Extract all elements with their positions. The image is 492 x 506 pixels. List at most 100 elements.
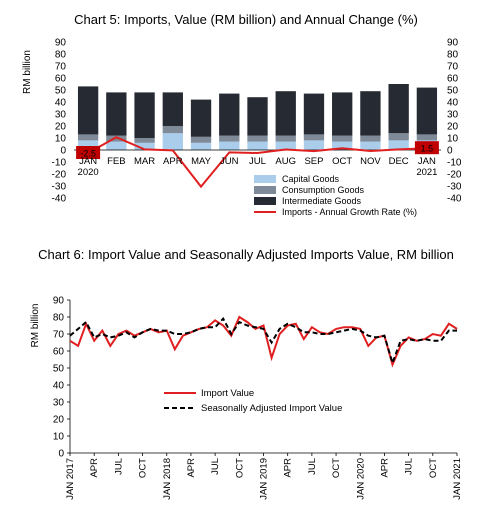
- y-tick-label-right: 40: [447, 98, 459, 109]
- y-tick-label-right: 80: [447, 50, 459, 61]
- y-tick-label-left: -10: [52, 158, 67, 169]
- legend-swatch: [254, 175, 276, 183]
- y-tick-label-right: 50: [447, 86, 459, 97]
- y-tick-label-right: 10: [447, 134, 459, 145]
- y-tick-label: 60: [53, 347, 65, 358]
- y-tick-label-left: 90: [55, 38, 67, 49]
- x-tick-label: JUL: [210, 458, 221, 475]
- y-tick-label-right: 0: [447, 146, 453, 157]
- y-tick-label-left: -40: [52, 194, 67, 205]
- x-tick-label: OCT: [138, 458, 149, 478]
- x-tick-label: DEC: [389, 156, 409, 167]
- x-tick-label: JAN 2020: [355, 458, 366, 500]
- bar-intermediate-goods: [360, 91, 381, 136]
- data-label: -2.5: [80, 149, 96, 159]
- y-tick-label: 10: [53, 432, 65, 443]
- legend-label: Capital Goods: [282, 174, 340, 184]
- bar-consumption-goods: [106, 135, 127, 142]
- x-tick-label: JAN 2018: [162, 458, 173, 500]
- bar-consumption-goods: [247, 135, 268, 142]
- x-tick-label: OCT: [234, 458, 245, 478]
- y-tick-label-left: 40: [55, 98, 67, 109]
- bar-capital-goods: [162, 133, 183, 150]
- y-axis-label: RM billion: [30, 304, 41, 348]
- legend-swatch: [254, 186, 276, 194]
- bar-consumption-goods: [332, 135, 353, 142]
- y-tick-label: 20: [53, 415, 65, 426]
- x-tick-label: NOV: [360, 156, 381, 167]
- y-tick-label-right: -30: [447, 182, 462, 193]
- bar-intermediate-goods: [77, 86, 99, 135]
- bar-capital-goods: [106, 141, 127, 150]
- y-tick-label-right: 90: [447, 38, 459, 49]
- bar-intermediate-goods: [332, 92, 353, 136]
- growth-rate-line: [87, 136, 427, 189]
- y-tick-label-left: 80: [55, 50, 67, 61]
- bar-consumption-goods: [162, 126, 183, 134]
- x-tick-label: JUL: [113, 458, 124, 475]
- x-tick-label: JAN 2021: [452, 458, 463, 500]
- x-tick-label: FEB: [107, 156, 125, 167]
- bar-intermediate-goods: [388, 84, 409, 134]
- series-line-import-value: [69, 315, 458, 368]
- x-tick-label: JAN: [79, 156, 97, 167]
- x-tick-label: JUL: [307, 458, 318, 475]
- y-tick-label: 0: [58, 449, 64, 460]
- x-tick-label: OCT: [332, 156, 352, 167]
- x-tick-label: JUN: [220, 156, 239, 167]
- bar-capital-goods: [247, 141, 268, 150]
- x-tick-label: APR: [186, 458, 197, 478]
- y-tick-label-right: -20: [447, 170, 462, 181]
- data-label: 1.5: [421, 144, 434, 154]
- bar-capital-goods: [134, 142, 155, 150]
- y-tick-label: 70: [53, 330, 65, 341]
- chart6-title: Chart 6: Import Value and Seasonally Adj…: [38, 247, 454, 262]
- bar-capital-goods: [303, 140, 325, 150]
- y-tick-label-left: 60: [55, 74, 67, 85]
- x-tick-label: AUG: [275, 156, 296, 167]
- bar-capital-goods: [360, 141, 381, 150]
- legend-label: Seasonally Adjusted Import Value: [201, 403, 342, 414]
- legend-label: Import Value: [201, 388, 254, 399]
- y-tick-label-right: 30: [447, 110, 459, 121]
- bar-capital-goods: [219, 141, 240, 150]
- y-tick-label-left: 0: [60, 146, 66, 157]
- y-tick-label: 40: [53, 381, 65, 392]
- y-tick-label: 30: [53, 398, 65, 409]
- y-tick-label: 90: [53, 296, 65, 307]
- bar-capital-goods: [332, 141, 353, 150]
- bar-capital-goods: [77, 140, 99, 150]
- x-tick-label: APR: [379, 458, 390, 478]
- y-tick-label-right: 60: [447, 74, 459, 85]
- y-tick-label: 50: [53, 364, 65, 375]
- data-label-box: [76, 146, 101, 159]
- bar-capital-goods: [388, 140, 409, 150]
- bar-consumption-goods: [134, 138, 155, 143]
- data-label-box: [414, 141, 439, 155]
- bar-intermediate-goods: [416, 87, 438, 135]
- bar-intermediate-goods: [190, 99, 212, 137]
- y-axis-label: RM billion: [22, 50, 33, 94]
- bar-consumption-goods: [360, 135, 381, 142]
- bar-consumption-goods: [416, 134, 438, 141]
- x-tick-label: SEP: [304, 156, 323, 167]
- bar-intermediate-goods: [106, 92, 127, 136]
- x-tick-label: JAN: [418, 156, 436, 167]
- x-tick-label: 2020: [78, 167, 99, 178]
- bar-intermediate-goods: [134, 92, 155, 138]
- y-tick-label-right: 70: [447, 62, 459, 73]
- x-tick-label: JUL: [404, 458, 415, 475]
- y-tick-label-right: 20: [447, 122, 459, 133]
- chart5-title: Chart 5: Imports, Value (RM billion) and…: [74, 12, 418, 27]
- legend-label: Imports - Annual Growth Rate (%): [282, 207, 417, 217]
- bar-capital-goods: [275, 141, 296, 150]
- y-tick-label-left: 30: [55, 110, 67, 121]
- bar-consumption-goods: [219, 135, 240, 142]
- bar-capital-goods: [190, 142, 212, 150]
- legend-label: Consumption Goods: [282, 185, 365, 195]
- y-tick-label-left: -30: [52, 182, 67, 193]
- x-tick-label: OCT: [428, 458, 439, 478]
- x-tick-label: JUL: [249, 156, 266, 167]
- bar-consumption-goods: [77, 134, 99, 141]
